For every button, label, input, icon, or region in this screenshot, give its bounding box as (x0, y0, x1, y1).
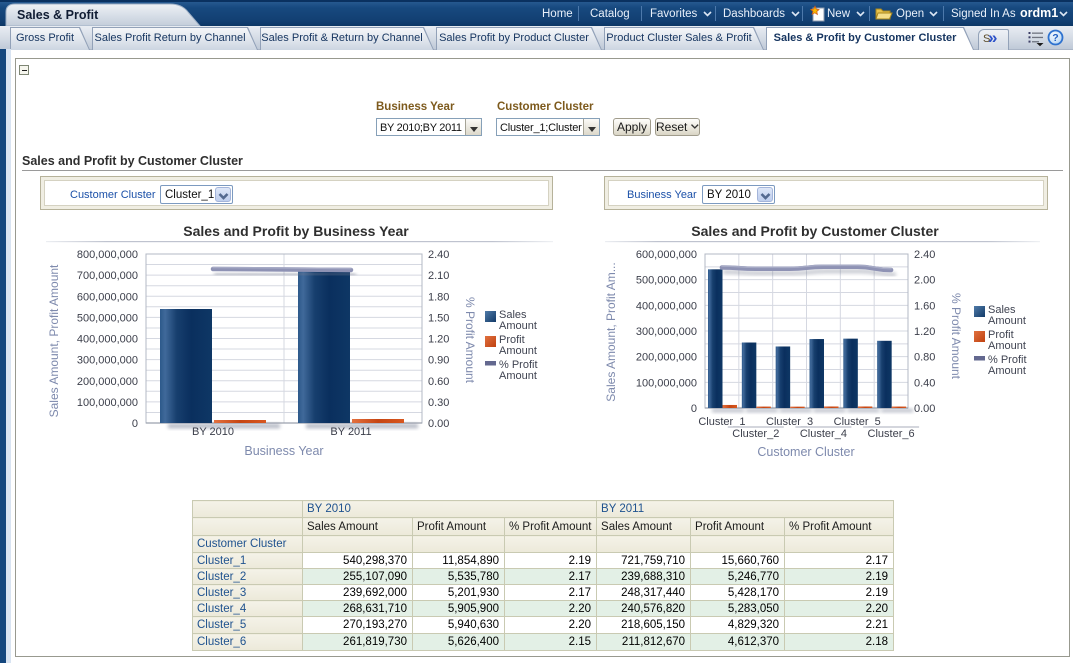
svg-text:500,000,000: 500,000,000 (77, 312, 138, 324)
svg-text:800,000,000: 800,000,000 (77, 249, 138, 261)
svg-text:Cluster_5: Cluster_5 (834, 416, 881, 428)
svg-text:Sales and Profit by Business Y: Sales and Profit by Business Year (183, 223, 409, 239)
svg-text:100,000,000: 100,000,000 (636, 377, 697, 389)
svg-text:1.80: 1.80 (428, 291, 449, 303)
svg-text:Cluster_6: Cluster_6 (868, 428, 915, 440)
svg-text:?: ? (1052, 32, 1058, 44)
svg-text:Sales Amount, Profit Amount: Sales Amount, Profit Amount (47, 264, 61, 417)
svg-text:BY 2011: BY 2011 (330, 426, 371, 438)
svg-text:400,000,000: 400,000,000 (77, 334, 138, 346)
svg-text:700,000,000: 700,000,000 (77, 270, 138, 282)
svg-text:Amount: Amount (988, 315, 1026, 327)
svg-text:0: 0 (691, 403, 697, 415)
svg-text:% Profit Amount: % Profit Amount (949, 293, 963, 380)
svg-text:600,000,000: 600,000,000 (636, 249, 697, 261)
svg-text:0.30: 0.30 (428, 397, 449, 409)
svg-text:1.50: 1.50 (428, 312, 449, 324)
svg-text:0.90: 0.90 (428, 355, 449, 367)
svg-text:BY 2010: BY 2010 (192, 426, 234, 438)
svg-text:1.20: 1.20 (428, 334, 449, 346)
svg-text:2.40: 2.40 (914, 249, 935, 261)
svg-text:0.40: 0.40 (914, 377, 935, 389)
svg-text:Sales Amount, Profit Am...: Sales Amount, Profit Am... (604, 262, 618, 401)
svg-text:600,000,000: 600,000,000 (77, 291, 138, 303)
svg-text:Customer Cluster: Customer Cluster (757, 445, 854, 459)
svg-text:200,000,000: 200,000,000 (636, 352, 697, 364)
svg-text:300,000,000: 300,000,000 (636, 326, 697, 338)
svg-text:Amount: Amount (988, 340, 1026, 352)
svg-text:Amount: Amount (499, 370, 537, 382)
svg-text:% Profit: % Profit (988, 354, 1027, 366)
svg-text:1.60: 1.60 (914, 300, 935, 312)
svg-text:Cluster_2: Cluster_2 (732, 428, 779, 440)
svg-text:Sales: Sales (988, 304, 1016, 316)
svg-text:Cluster_1: Cluster_1 (698, 416, 745, 428)
svg-text:Sales: Sales (499, 309, 527, 321)
svg-text:2.10: 2.10 (428, 270, 449, 282)
svg-text:0: 0 (132, 418, 138, 430)
svg-text:0.80: 0.80 (914, 352, 935, 364)
svg-text:1.20: 1.20 (914, 326, 935, 338)
svg-text:0.00: 0.00 (914, 403, 935, 415)
svg-text:Profit: Profit (499, 334, 525, 346)
svg-text:% Profit: % Profit (499, 359, 538, 371)
svg-text:Business Year: Business Year (244, 444, 323, 458)
svg-text:100,000,000: 100,000,000 (77, 397, 138, 409)
svg-text:% Profit Amount: % Profit Amount (463, 297, 477, 384)
svg-text:200,000,000: 200,000,000 (77, 376, 138, 388)
svg-text:0.60: 0.60 (428, 376, 449, 388)
svg-text:Profit: Profit (988, 329, 1014, 341)
svg-text:Amount: Amount (499, 320, 537, 332)
svg-text:Cluster_3: Cluster_3 (766, 416, 813, 428)
svg-text:Amount: Amount (988, 365, 1026, 377)
svg-text:Amount: Amount (499, 345, 537, 357)
svg-text:400,000,000: 400,000,000 (636, 300, 697, 312)
svg-text:300,000,000: 300,000,000 (77, 355, 138, 367)
svg-text:Cluster_4: Cluster_4 (800, 428, 847, 440)
svg-text:500,000,000: 500,000,000 (636, 275, 697, 287)
svg-text:0.00: 0.00 (428, 418, 449, 430)
svg-text:2.40: 2.40 (428, 249, 449, 261)
svg-text:2.00: 2.00 (914, 275, 935, 287)
svg-text:Sales and Profit by Customer C: Sales and Profit by Customer Cluster (691, 223, 939, 239)
